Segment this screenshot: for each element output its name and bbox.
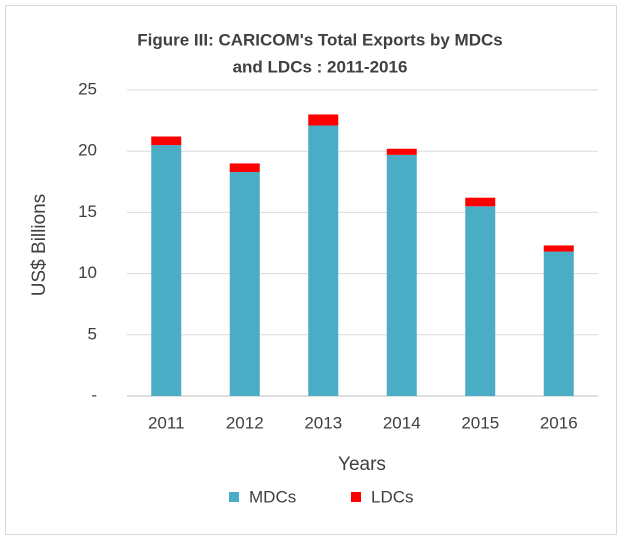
y-tick-label: 15 (78, 202, 97, 221)
bar-segment (229, 172, 260, 396)
bar-segment (465, 206, 496, 396)
bar-segment (151, 145, 182, 396)
bar-segment (465, 197, 496, 207)
x-tick-label: 2011 (148, 413, 185, 432)
bar-segment (151, 136, 182, 146)
bar-segment (386, 154, 417, 396)
x-tick-label: 2014 (383, 413, 421, 432)
bar-segment (308, 125, 339, 396)
x-tick-label: 2012 (226, 413, 264, 432)
bar-segment (386, 148, 417, 155)
bar-segment (543, 245, 574, 252)
x-tick-label: 2016 (540, 413, 578, 432)
bar-segment (308, 114, 339, 126)
y-tick-label: 10 (78, 263, 97, 282)
chart-title: and LDCs : 2011-2016 (233, 57, 408, 76)
bar-segment (543, 251, 574, 396)
bar-segment (229, 163, 260, 173)
legend-label: MDCs (249, 487, 296, 506)
chart-title: Figure III: CARICOM's Total Exports by M… (137, 30, 502, 49)
legend-label: LDCs (371, 487, 414, 506)
y-tick-label: 25 (78, 79, 97, 98)
legend-marker (229, 492, 239, 502)
y-axis-label: US$ Billions (29, 194, 50, 296)
x-tick-label: 2015 (461, 413, 499, 432)
y-tick-label: 5 (88, 324, 97, 343)
y-tick-label: 20 (78, 141, 97, 160)
x-tick-label: 2013 (304, 413, 342, 432)
legend-marker (351, 492, 361, 502)
y-tick-label: - (91, 385, 97, 404)
x-axis-label: Years (338, 454, 386, 475)
